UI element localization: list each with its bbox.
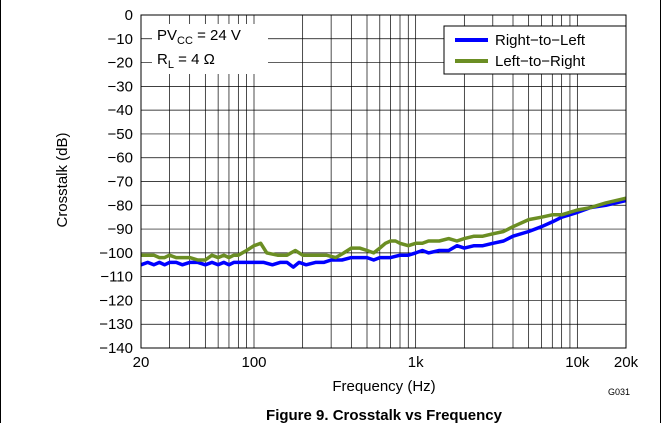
y-tick-label-13: −130 xyxy=(99,316,133,333)
figure-code: G031 xyxy=(608,387,630,397)
y-tick-label-12: −120 xyxy=(99,292,133,309)
y-tick-label-2: −20 xyxy=(108,55,133,72)
series-lines xyxy=(140,196,627,269)
y-tick-label-14: −140 xyxy=(99,340,133,357)
plot-border xyxy=(140,14,627,349)
legend-label-left-to-right: Left−to−Right xyxy=(495,53,586,70)
figure-title: Figure 9. Crosstalk vs Frequency xyxy=(266,407,503,423)
y-tick-label-9: −90 xyxy=(108,221,133,238)
y-tick-label-6: −60 xyxy=(108,150,133,167)
x-tick-label-0: 20 xyxy=(133,354,150,371)
y-tick-labels: 0 −10 −20 −30 −40 −50 −60 −70 −80 −90 −100 −110 −120… xyxy=(99,7,133,357)
legend-box xyxy=(443,25,627,75)
x-axis-label: Frequency (Hz) xyxy=(332,378,435,395)
y-tick-label-1: −10 xyxy=(108,31,133,48)
annotation-line-2: RL = 4 Ω xyxy=(157,51,215,71)
x-tick-label-2: 1k xyxy=(408,354,424,371)
annotation-line-1: PVCC = 24 V xyxy=(157,27,241,47)
x-tick-label-1: 100 xyxy=(241,354,266,371)
y-tick-label-11: −110 xyxy=(100,269,133,286)
condition-annotation: PVCC = 24 V RL = 4 Ω xyxy=(152,24,268,74)
x-tick-labels: 20 100 1k 10k 20k xyxy=(133,354,639,371)
legend: Right−to−Left Left−to−Right xyxy=(443,25,627,75)
y-tick-label-7: −70 xyxy=(108,174,133,191)
y-tick-label-0: 0 xyxy=(125,7,133,24)
series-line-1 xyxy=(141,196,627,262)
y-tick-label-5: −50 xyxy=(108,126,133,143)
y-tick-label-3: −30 xyxy=(108,78,133,95)
x-tick-label-4: 20k xyxy=(614,354,639,371)
y-tick-label-8: −80 xyxy=(108,197,133,214)
y-tick-label-4: −40 xyxy=(108,102,133,119)
series-line-0 xyxy=(140,198,627,269)
x-tick-label-3: 10k xyxy=(565,354,590,371)
y-tick-label-10: −100 xyxy=(99,245,133,262)
y-axis-label: Crosstalk (dB) xyxy=(54,132,71,227)
legend-label-right-to-left: Right−to−Left xyxy=(495,32,586,49)
